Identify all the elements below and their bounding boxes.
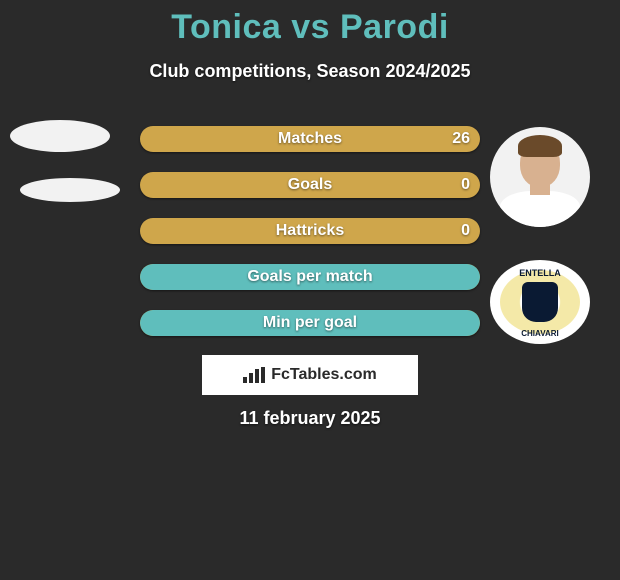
player-right-avatar: [490, 127, 590, 227]
player-right-club-badge: ENTELLA CHIAVARI: [490, 260, 590, 344]
stat-bar-goals: Goals 0: [140, 172, 480, 198]
bar-chart-icon: [243, 367, 265, 383]
stat-bar-matches: Matches 26: [140, 126, 480, 152]
fctables-logo: FcTables.com: [202, 355, 418, 395]
stat-label: Hattricks: [140, 218, 480, 244]
comparison-subtitle: Club competitions, Season 2024/2025: [0, 61, 620, 82]
stat-bar-goals-per-match: Goals per match: [140, 264, 480, 290]
comparison-date: 11 february 2025: [0, 408, 620, 429]
stat-label: Goals: [140, 172, 480, 198]
club-badge-text-top: ENTELLA: [490, 268, 590, 278]
comparison-title: Tonica vs Parodi: [0, 0, 620, 47]
club-badge-text-bottom: CHIAVARI: [490, 329, 590, 338]
stat-bars: Matches 26 Goals 0 Hattricks 0 Goals per…: [140, 126, 480, 356]
player-left-club-badge: [20, 178, 120, 202]
stat-right-value: 26: [452, 126, 470, 152]
logo-text: FcTables.com: [271, 366, 377, 384]
stat-right-value: 0: [461, 172, 470, 198]
player-left-avatar: [10, 120, 110, 152]
stat-right-value: 0: [461, 218, 470, 244]
stat-bar-min-per-goal: Min per goal: [140, 310, 480, 336]
stat-bar-hattricks: Hattricks 0: [140, 218, 480, 244]
stat-label: Min per goal: [140, 310, 480, 336]
stat-label: Goals per match: [140, 264, 480, 290]
stat-label: Matches: [140, 126, 480, 152]
